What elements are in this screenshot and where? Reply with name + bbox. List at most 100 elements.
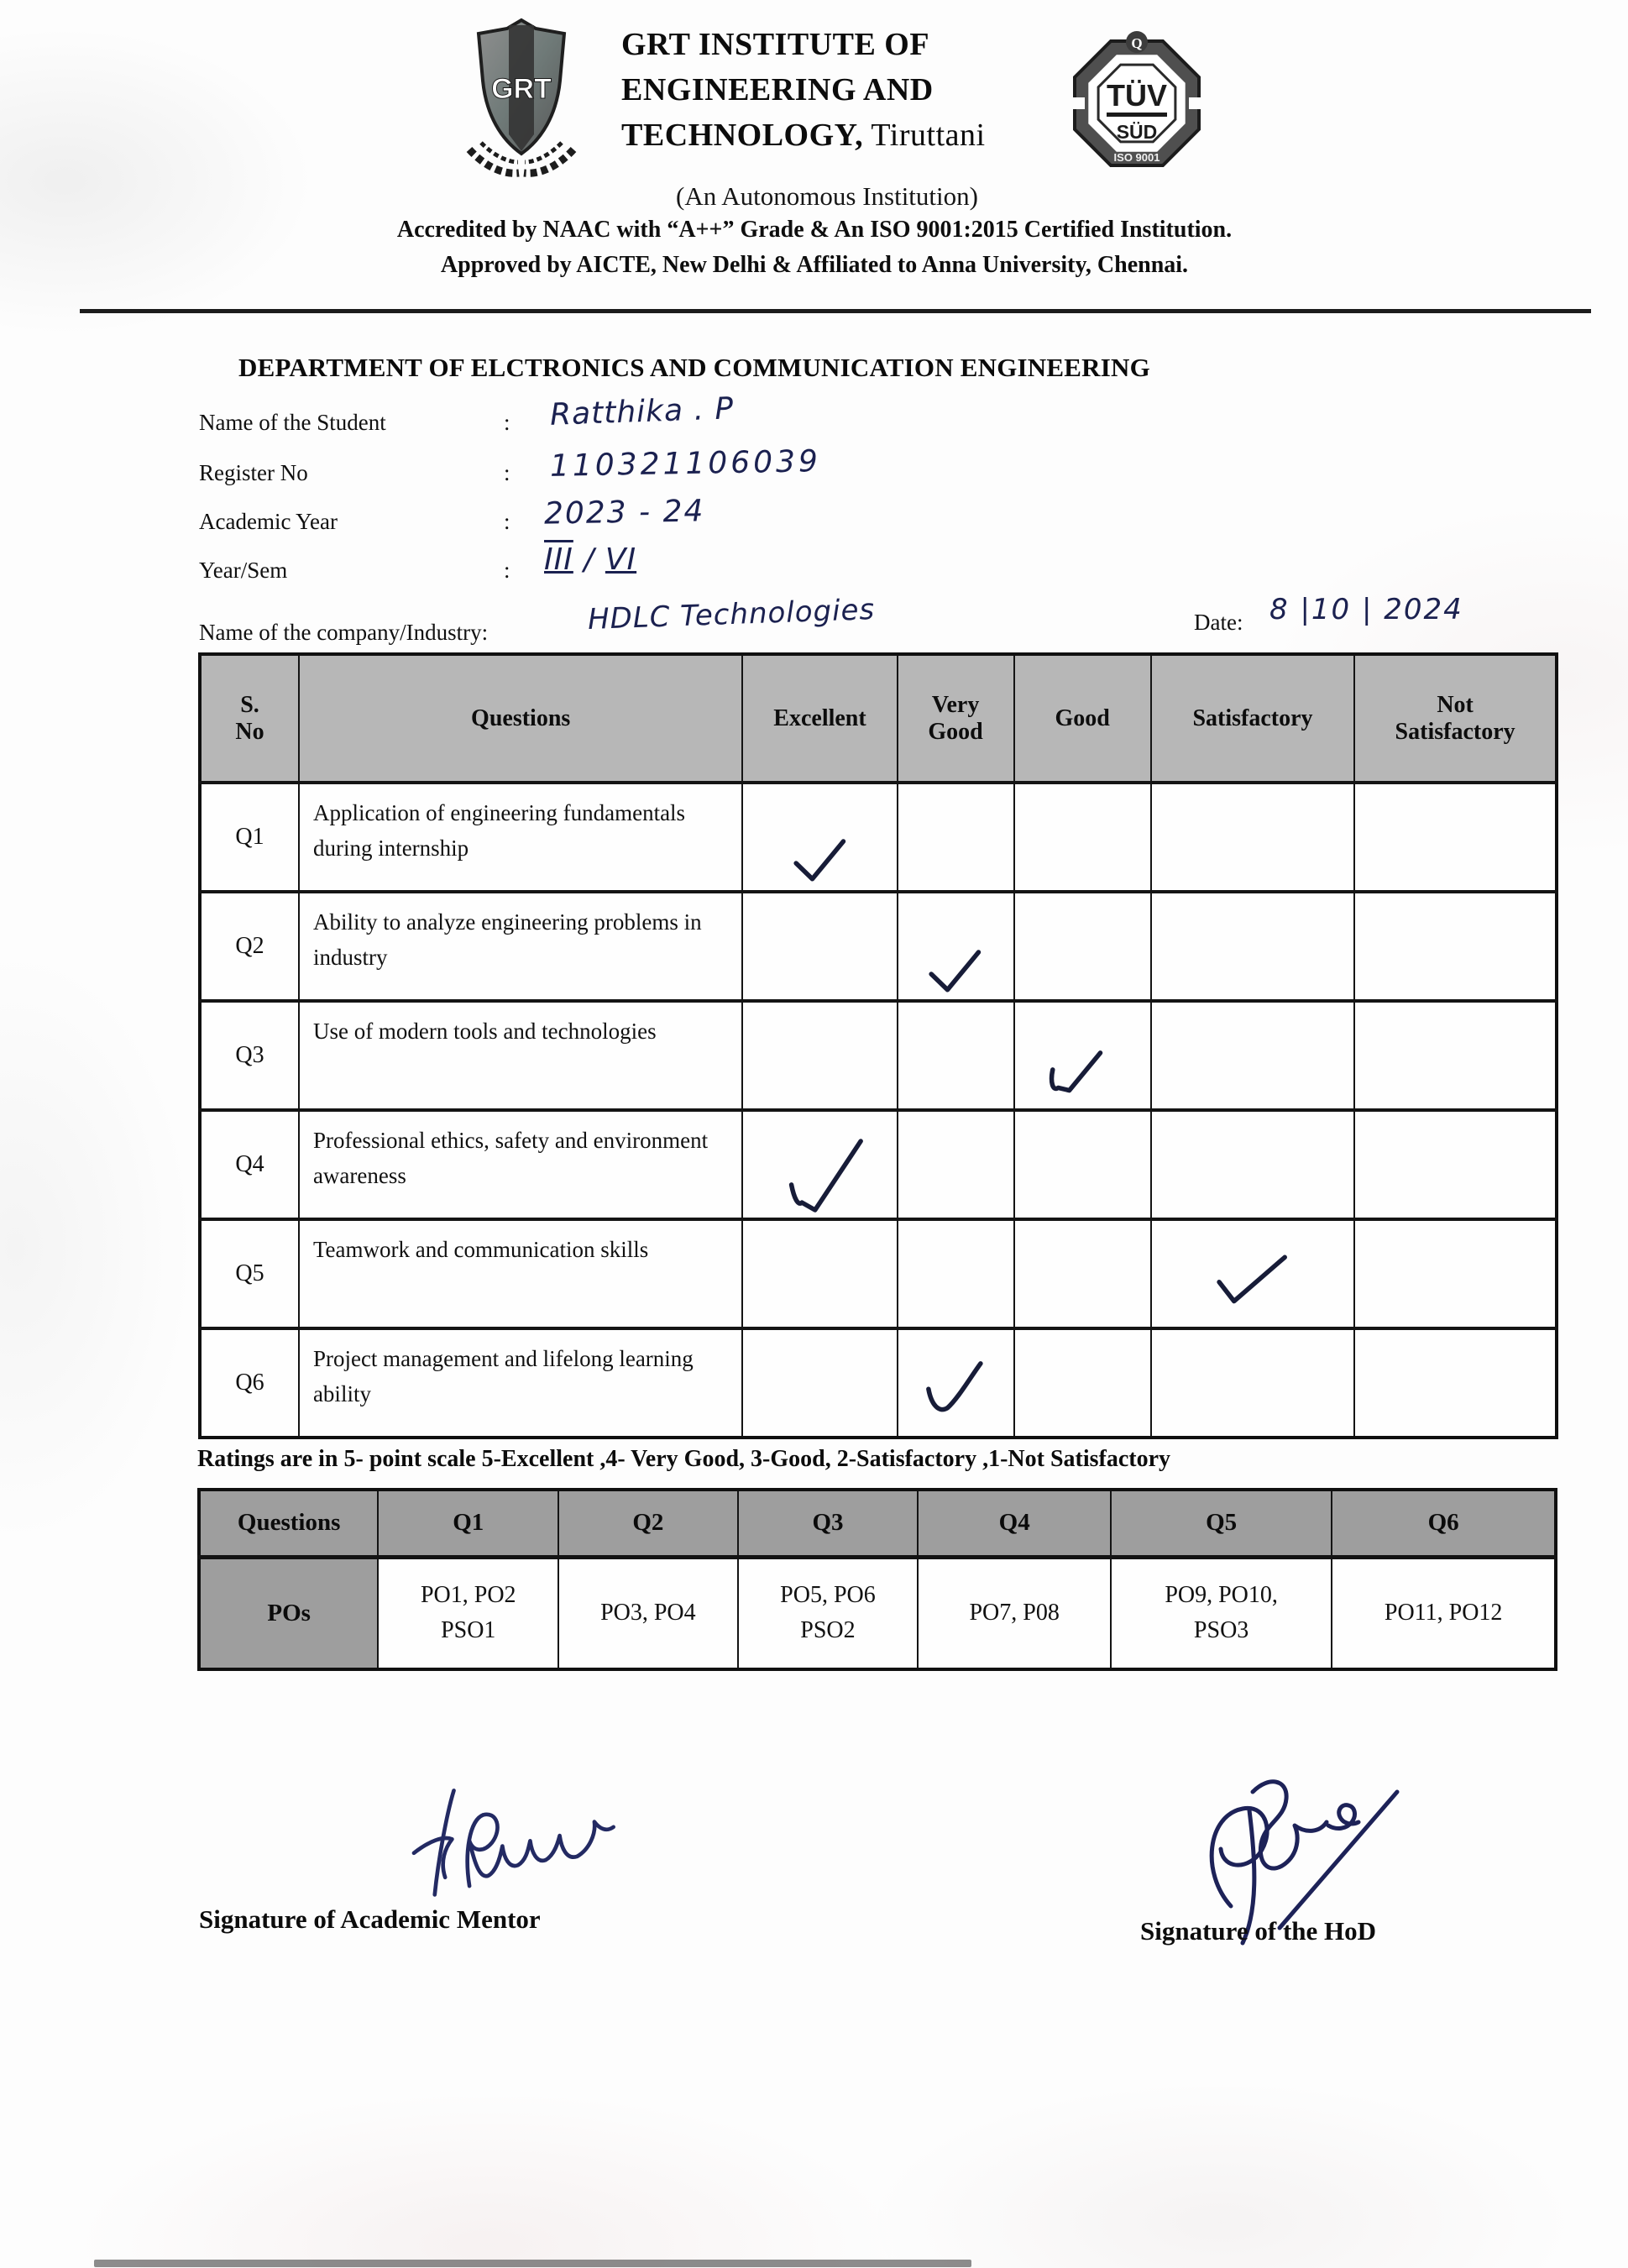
po-header-q4: Q4	[917, 1489, 1112, 1559]
header-excellent: Excellent	[741, 653, 898, 783]
table-row-q1: Q1 Application of engineering fundamenta…	[199, 781, 1557, 893]
checkmark-icon	[926, 1361, 983, 1412]
grt-shield-logo-icon: GRT	[466, 18, 577, 177]
po-header-q5: Q5	[1109, 1489, 1333, 1559]
po-value-q3: PO5, PO6 PSO2	[736, 1556, 919, 1670]
accreditation-line-1: Accredited by NAAC with “A++” Grade & An…	[396, 217, 1233, 243]
field-year-sem: Year/Sem	[199, 558, 287, 584]
header-very-good: Very Good	[896, 653, 1015, 783]
iso-9001-text: ISO 9001	[1114, 151, 1160, 164]
q3-excellent-cell	[741, 999, 898, 1111]
year-sem-value: III / VI	[544, 542, 637, 577]
q4-question: Professional ethics, safety and environm…	[297, 1108, 744, 1220]
q5-excellent-cell	[741, 1218, 898, 1329]
student-name-value: Ratthika . P	[549, 391, 735, 432]
q4-number: Q4	[199, 1108, 300, 1220]
q6-good-cell	[1013, 1327, 1152, 1438]
po-value-q1: PO1, PO2 PSO1	[377, 1556, 560, 1670]
q4-not-satisfactory-cell	[1353, 1108, 1557, 1220]
evaluation-table-wrapper: S. No Questions Excellent Very Good Good…	[198, 652, 1558, 1439]
q5-good-cell	[1013, 1218, 1152, 1329]
ratings-note: Ratings are in 5- point scale 5-Excellen…	[197, 1446, 1171, 1472]
q4-excellent-cell	[741, 1108, 898, 1220]
q4-good-cell	[1013, 1108, 1152, 1220]
institute-name-line3: TECHNOLOGY, Tiruttani	[621, 118, 986, 153]
q3-good-cell	[1013, 999, 1152, 1111]
q2-satisfactory-cell	[1149, 890, 1356, 1002]
q2-number: Q2	[199, 890, 300, 1002]
header-good: Good	[1013, 653, 1152, 783]
header-questions: Questions	[297, 653, 744, 783]
checkmark-icon	[1217, 1254, 1287, 1304]
q2-very-good-cell	[896, 890, 1015, 1002]
q5-number: Q5	[199, 1218, 300, 1329]
field-company: Name of the company/Industry:	[199, 620, 488, 646]
hod-signature-label: Signature of the HoD	[1140, 1916, 1377, 1946]
q1-satisfactory-cell	[1149, 781, 1356, 893]
po-header-row: Questions Q1 Q2 Q3 Q4 Q5 Q6	[197, 1489, 1557, 1559]
q3-very-good-cell	[896, 999, 1015, 1111]
academic-mentor-signature	[411, 1789, 615, 1897]
q4-very-good-cell	[896, 1108, 1015, 1220]
evaluation-header-row: S. No Questions Excellent Very Good Good…	[199, 653, 1557, 783]
header-divider	[80, 309, 1591, 313]
sud-text: SÜD	[1117, 121, 1158, 143]
header-not-satisfactory: Not Satisfactory	[1353, 653, 1557, 783]
q6-not-satisfactory-cell	[1353, 1327, 1557, 1438]
po-values-row: POs PO1, PO2 PSO1 PO3, PO4 PO5, PO6 PSO2…	[197, 1556, 1557, 1670]
po-value-q5: PO9, PO10, PSO3	[1109, 1556, 1333, 1670]
grt-monogram: GRT	[491, 73, 552, 105]
colon: :	[504, 410, 510, 435]
header-satisfactory: Satisfactory	[1149, 653, 1356, 783]
q5-not-satisfactory-cell	[1353, 1218, 1557, 1329]
q2-excellent-cell	[741, 890, 898, 1002]
field-register-no: Register No	[199, 460, 308, 486]
checkmark-icon	[793, 839, 845, 882]
table-row-q6: Q6 Project management and lifelong learn…	[199, 1327, 1557, 1438]
q1-good-cell	[1013, 781, 1152, 893]
po-header-q6: Q6	[1331, 1489, 1557, 1559]
q6-excellent-cell	[741, 1327, 898, 1438]
pos-row-label: POs	[197, 1556, 380, 1670]
colon: :	[504, 509, 510, 534]
q5-question: Teamwork and communication skills	[297, 1218, 744, 1329]
field-student-name: Name of the Student	[199, 410, 386, 436]
tuv-sud-certification-icon: Q TÜV SÜD ISO 9001	[1068, 31, 1206, 167]
po-mapping-table: Questions Q1 Q2 Q3 Q4 Q5 Q6 POs PO1, PO2…	[197, 1488, 1557, 1671]
q1-very-good-cell	[896, 781, 1015, 893]
colon: :	[504, 460, 510, 485]
q5-satisfactory-cell	[1149, 1218, 1356, 1329]
po-value-q6: PO11, PO12	[1331, 1556, 1557, 1670]
tuv-q-mark: Q	[1131, 35, 1142, 51]
q6-satisfactory-cell	[1149, 1327, 1356, 1438]
q1-number: Q1	[199, 781, 300, 893]
field-academic-year: Academic Year	[199, 509, 338, 535]
po-header-q3: Q3	[736, 1489, 919, 1559]
q5-very-good-cell	[896, 1218, 1015, 1329]
q6-number: Q6	[199, 1327, 300, 1438]
table-row-q2: Q2 Ability to analyze engineering proble…	[199, 890, 1557, 1002]
table-row-q4: Q4 Professional ethics, safety and envir…	[199, 1108, 1557, 1220]
year-sem-label: Year/Sem	[199, 558, 288, 583]
q1-question: Application of engineering fundamentals …	[297, 781, 744, 893]
q3-satisfactory-cell	[1149, 999, 1356, 1111]
q3-number: Q3	[199, 999, 300, 1111]
evaluation-table: S. No Questions Excellent Very Good Good…	[198, 652, 1558, 1439]
table-row-q3: Q3 Use of modern tools and technologies	[199, 999, 1557, 1111]
academic-year-label: Academic Year	[199, 509, 338, 534]
department-title: DEPARTMENT OF ELCTRONICS AND COMMUNICATI…	[238, 353, 1150, 382]
po-value-q4: PO7, P08	[917, 1556, 1112, 1670]
po-header-q2: Q2	[557, 1489, 739, 1559]
date-value: 8 |10 | 2024	[1269, 593, 1463, 626]
institute-name: GRT INSTITUTE OF ENGINEERING AND TECHNOL…	[621, 22, 986, 158]
q1-excellent-cell	[741, 781, 898, 893]
q3-question: Use of modern tools and technologies	[297, 999, 744, 1111]
q6-question: Project management and lifelong learning…	[297, 1327, 744, 1438]
q2-good-cell	[1013, 890, 1152, 1002]
po-mapping-table-wrapper: Questions Q1 Q2 Q3 Q4 Q5 Q6 POs PO1, PO2…	[197, 1488, 1557, 1671]
checkmark-icon	[788, 1139, 863, 1213]
register-no-value: 110321106039	[549, 444, 822, 484]
scanner-edge-artifact	[94, 2260, 971, 2267]
q3-not-satisfactory-cell	[1353, 999, 1557, 1111]
